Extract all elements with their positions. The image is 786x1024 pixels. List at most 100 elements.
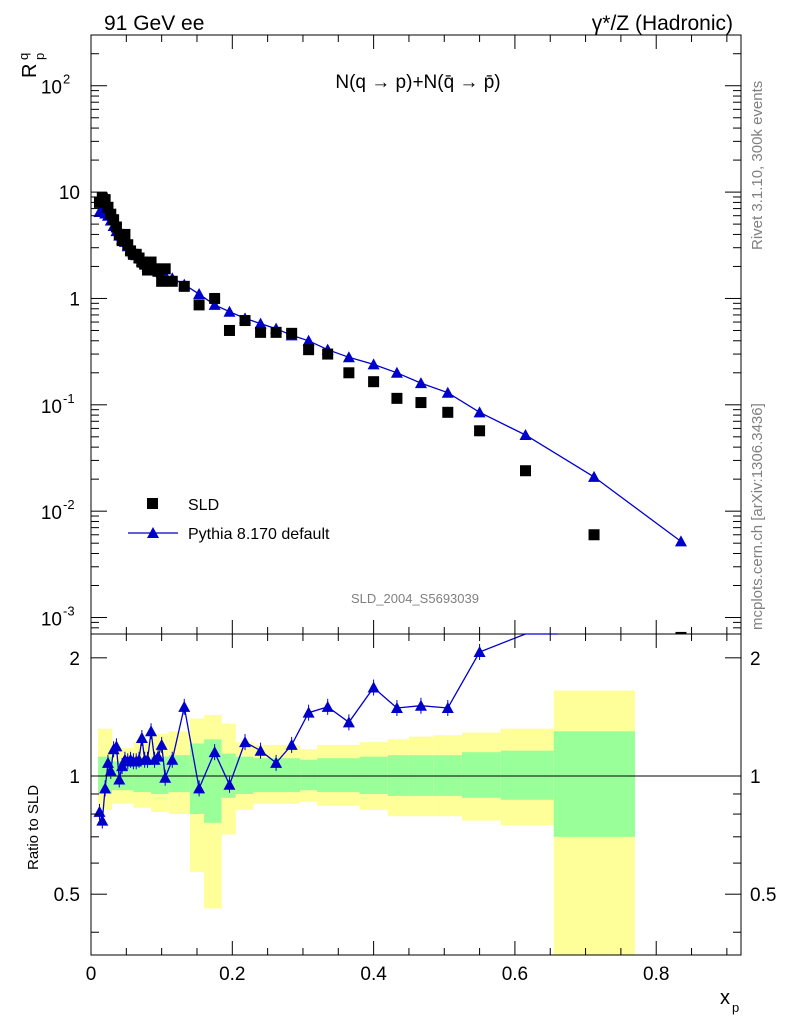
sld-point (588, 529, 600, 541)
rivet-label: Rivet 3.1.10, 300k events (749, 81, 766, 250)
main-frame-border (90, 34, 742, 635)
band-inner-8 (235, 756, 254, 794)
y-tick-label-exp: -3 (63, 604, 75, 619)
y-tick-label: 10 (41, 610, 62, 631)
sld-point (270, 326, 282, 338)
ratio-plot-marks (93, 633, 558, 829)
pythia-point (193, 288, 206, 300)
sld-point (223, 324, 235, 336)
legend: SLD Pythia 8.170 default (128, 497, 330, 543)
pythia-point (367, 358, 380, 370)
y-tick-label: 1 (69, 289, 80, 310)
sld-point (108, 214, 120, 226)
band-inner-11 (317, 758, 360, 793)
sld-point (286, 327, 298, 339)
ratio-y-tick-label-right: 2 (750, 649, 761, 670)
ratio-y-tick-label-right: 0.5 (750, 885, 776, 906)
x-tick-label: 0.6 (502, 964, 528, 985)
pythia-point (674, 535, 687, 547)
sld-point (368, 376, 380, 388)
x-tick-label: 0.2 (219, 964, 245, 985)
ratio-y-tick-label-left: 1 (69, 767, 80, 788)
sld-point (142, 264, 154, 276)
x-tick-label: 0 (86, 964, 97, 985)
pythia-point (390, 366, 403, 378)
sld-point (113, 228, 125, 240)
sld-point (159, 263, 171, 275)
legend-marker-sld (147, 498, 158, 509)
sld-point (139, 258, 151, 270)
x-axis-label-main: x (720, 987, 730, 1009)
header-left: 91 GeV ee (104, 12, 204, 35)
x-axis-label: x p (720, 987, 739, 1015)
x-tick-label: 0.4 (360, 964, 387, 985)
sld-point (152, 265, 164, 277)
pythia-point (473, 406, 486, 418)
y-axis-label: R q p (16, 53, 47, 78)
sld-point (343, 367, 355, 379)
chart-title: N(q → p)+N(q̄ → p̄) (335, 72, 500, 93)
sld-point (110, 221, 122, 233)
y-axis-label-main: R (19, 64, 41, 78)
pythia-point (254, 317, 267, 329)
sld-point (122, 239, 134, 251)
pythia-line (99, 209, 682, 542)
sld-point (322, 348, 334, 360)
sld-point (520, 465, 532, 477)
ratio-y-tick-label-left: 0.5 (54, 885, 80, 906)
y-axis-label-sup: q (16, 53, 31, 60)
ratio-frame-border (90, 633, 742, 956)
sld-point (255, 326, 267, 338)
y-axis-label-sub: p (32, 53, 47, 60)
sld-point (415, 397, 427, 409)
pythia-point (588, 470, 601, 482)
band-inner-18 (553, 731, 636, 837)
sld-point (178, 280, 190, 292)
y-tick-label-exp: -1 (63, 391, 75, 406)
pythia-point (223, 305, 236, 317)
ratio-y-tick-label-left: 2 (69, 649, 80, 670)
legend-marker-pythia (147, 527, 159, 538)
header-right: γ*/Z (Hadronic) (592, 12, 733, 35)
y-tick-label: 10 (59, 183, 80, 204)
pythia-point (342, 351, 355, 363)
sld-point (193, 299, 205, 311)
sld-point (166, 275, 178, 287)
main-plot-frame (90, 34, 742, 635)
pythia-point (302, 334, 315, 346)
sld-point (119, 228, 131, 240)
sld-point (239, 315, 251, 327)
sld-point (209, 292, 221, 304)
x-axis-label-sub: p (732, 1000, 739, 1015)
pythia-point (414, 377, 427, 389)
band-inner-12 (359, 756, 388, 794)
x-tick-label: 0.8 (643, 964, 669, 985)
sld-point (105, 208, 117, 220)
ratio-plot-frame (90, 633, 742, 956)
main-plot-marks (93, 192, 687, 634)
pythia-point (208, 298, 221, 310)
pythia-point (441, 386, 454, 398)
sld-point (391, 392, 403, 404)
sld-point (303, 344, 315, 356)
y-tick-label-exp: 2 (63, 72, 70, 87)
legend-label-pythia: Pythia 8.170 default (188, 526, 330, 543)
sld-point (102, 201, 114, 213)
sld-point (675, 631, 687, 634)
y-tick-label-exp: -2 (63, 497, 75, 512)
y-tick-label: 10 (41, 397, 62, 418)
y-tick-label: 10 (41, 503, 62, 524)
band-inner-6 (204, 739, 222, 823)
sld-point (474, 425, 486, 437)
sld-point (116, 235, 128, 247)
band-inner-10 (300, 759, 318, 791)
legend-label-sld: SLD (188, 497, 219, 514)
y-tick-label: 10 (41, 78, 62, 99)
ratio-y-axis-label: Ratio to SLD (25, 785, 42, 870)
sld-point (442, 406, 454, 418)
pythia-point (519, 429, 532, 441)
band-inner-17 (500, 750, 554, 800)
band-inner-16 (461, 752, 501, 798)
